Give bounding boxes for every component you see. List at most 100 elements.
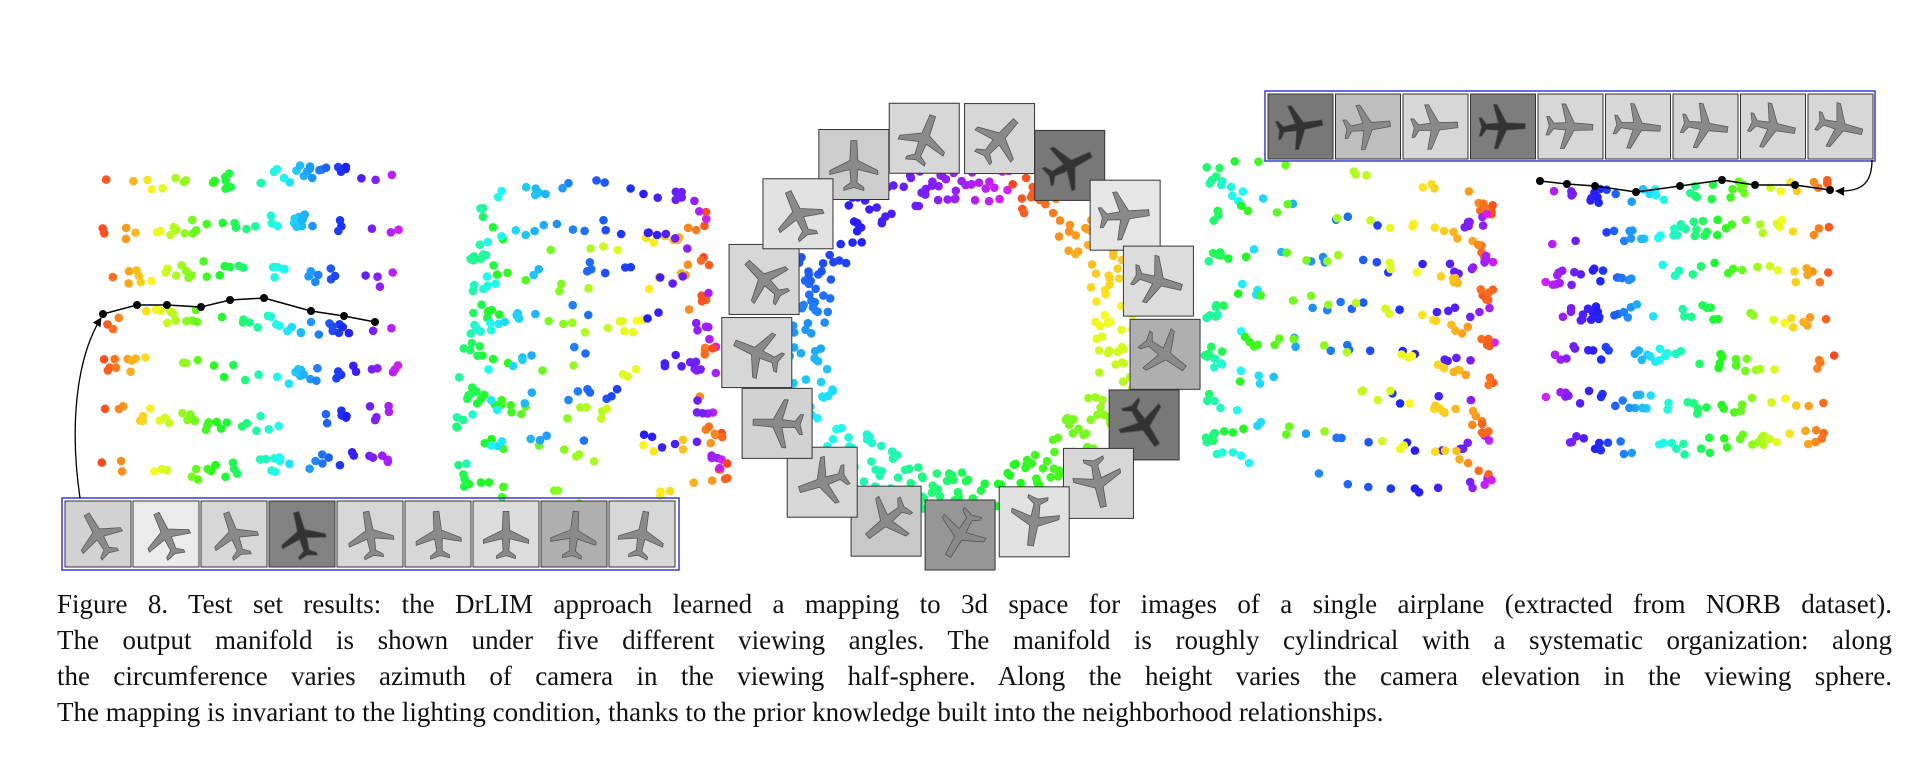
point [1488, 201, 1497, 210]
thumbnail [540, 500, 608, 568]
point [521, 182, 531, 192]
point [476, 204, 485, 213]
point [1119, 359, 1129, 368]
point [1086, 283, 1096, 292]
caption-line: The mapping is invariant to the lighting… [57, 697, 1384, 727]
trajectory-point [1826, 186, 1834, 194]
airplane [482, 510, 530, 560]
point [483, 307, 493, 316]
point [520, 399, 530, 408]
point [1430, 184, 1439, 193]
point [1811, 425, 1821, 435]
point [1659, 438, 1668, 448]
airplane-shape [752, 399, 805, 449]
point [1741, 366, 1750, 376]
point [1655, 344, 1665, 354]
point [1093, 410, 1102, 420]
point [495, 310, 504, 319]
point [1091, 393, 1100, 402]
point [1332, 213, 1342, 223]
point [1119, 344, 1128, 354]
point [943, 195, 952, 204]
point [1050, 447, 1059, 457]
point [568, 300, 577, 310]
manifold-points [97, 153, 1839, 516]
point [1609, 226, 1619, 236]
point [459, 482, 469, 491]
point [813, 307, 822, 317]
point [111, 363, 121, 373]
point [152, 227, 162, 237]
trajectory-point [307, 307, 315, 315]
point [804, 270, 814, 279]
point [934, 181, 943, 191]
trajectory-point [226, 296, 234, 304]
point [951, 186, 961, 196]
point [722, 459, 732, 468]
figure-caption: Figure 8. Test set results: the DrLIM ap… [57, 586, 1892, 730]
point [1718, 352, 1727, 362]
point [1381, 304, 1390, 314]
thumbnail [741, 387, 813, 459]
airplane [1342, 104, 1391, 151]
point [1619, 307, 1629, 317]
point [1588, 346, 1598, 355]
point [336, 167, 346, 176]
airplane [1072, 455, 1122, 508]
point [887, 447, 897, 456]
point [546, 245, 555, 255]
point [677, 362, 686, 371]
point [1216, 403, 1225, 413]
point [1813, 364, 1822, 373]
point [1103, 319, 1112, 328]
point [280, 264, 289, 274]
point [1788, 227, 1798, 236]
arrow [74, 317, 102, 499]
point [1211, 312, 1221, 321]
point [184, 273, 193, 283]
airplane-shape [1545, 103, 1594, 149]
point [1466, 356, 1475, 365]
point [671, 350, 680, 360]
point [1719, 404, 1728, 413]
point [1587, 193, 1596, 203]
point [1713, 314, 1723, 324]
trajectory-point [133, 301, 141, 309]
point [1407, 351, 1417, 361]
point [970, 195, 980, 205]
point [221, 172, 230, 182]
point [823, 307, 833, 317]
point [383, 457, 393, 467]
point [553, 486, 563, 495]
point [559, 445, 569, 454]
point [530, 226, 539, 236]
point [887, 209, 896, 219]
point [643, 228, 653, 238]
point [219, 372, 229, 382]
figure [61, 90, 1876, 571]
point [298, 215, 308, 224]
point [701, 207, 711, 217]
point [1485, 373, 1495, 382]
point [1017, 194, 1027, 203]
point [468, 410, 477, 419]
point [491, 279, 500, 289]
trajectory-point [1791, 181, 1799, 189]
airplane [974, 118, 1019, 166]
point [1575, 399, 1585, 408]
point [1680, 312, 1689, 321]
point [1436, 272, 1446, 281]
point [229, 360, 238, 370]
point [1683, 397, 1692, 407]
point [1465, 217, 1474, 227]
point [1253, 421, 1262, 431]
point [1097, 332, 1107, 341]
point [141, 353, 150, 362]
point [313, 363, 322, 373]
point [1241, 252, 1251, 262]
point [600, 268, 610, 278]
point [1064, 420, 1074, 430]
point [333, 367, 343, 376]
airplane [1117, 397, 1162, 448]
point [1548, 280, 1558, 290]
